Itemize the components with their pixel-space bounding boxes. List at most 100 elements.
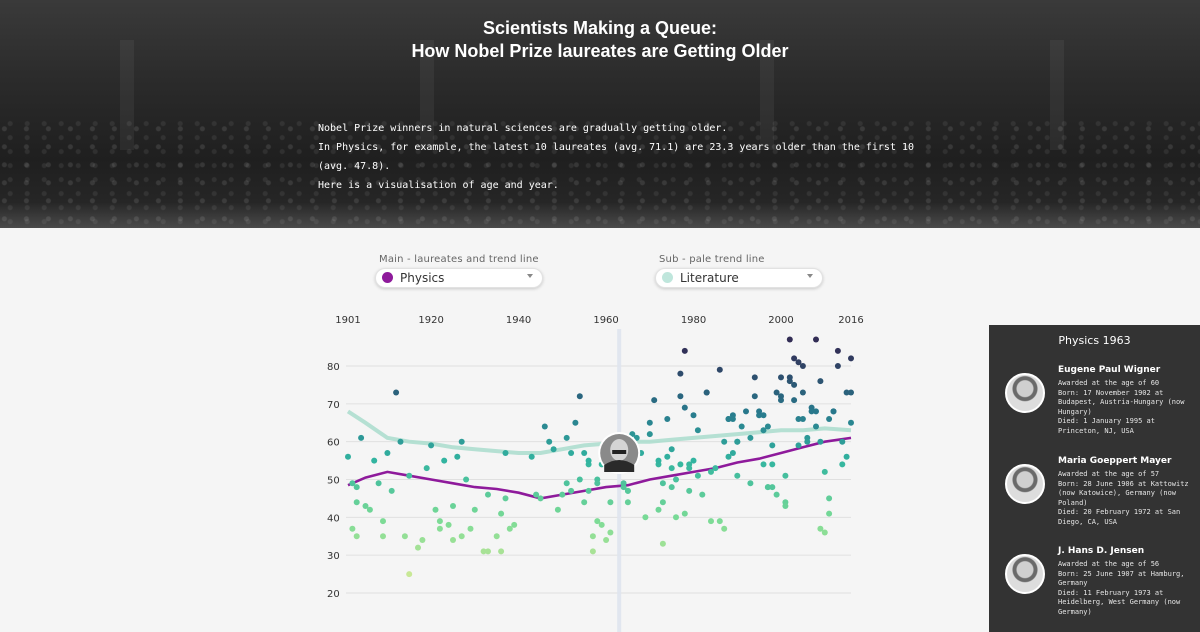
laureate-point[interactable]: [581, 499, 588, 506]
laureate-point[interactable]: [725, 453, 732, 460]
laureate-point[interactable]: [734, 472, 741, 479]
laureate-point[interactable]: [480, 548, 487, 555]
laureate-point[interactable]: [393, 389, 400, 396]
laureate-point[interactable]: [778, 393, 784, 400]
laureate-point[interactable]: [485, 491, 491, 498]
laureate-point[interactable]: [576, 476, 583, 483]
laureate-point[interactable]: [419, 537, 426, 543]
laureate-point[interactable]: [659, 480, 666, 487]
laureate-point[interactable]: [764, 423, 771, 430]
laureate-point[interactable]: [423, 465, 430, 472]
laureate-point[interactable]: [821, 529, 828, 536]
laureate-point[interactable]: [734, 438, 741, 445]
laureate-point[interactable]: [428, 442, 435, 449]
laureate-point[interactable]: [738, 423, 745, 430]
laureate-point[interactable]: [817, 525, 824, 532]
laureate-point[interactable]: [664, 416, 671, 422]
laureate-point[interactable]: [843, 389, 850, 396]
laureate-point[interactable]: [450, 503, 456, 509]
main-category-dropdown[interactable]: Physics: [375, 268, 543, 288]
laureate-point[interactable]: [817, 438, 824, 445]
laureate-point[interactable]: [778, 374, 784, 381]
laureate-point[interactable]: [791, 355, 798, 362]
laureate-point[interactable]: [436, 518, 443, 525]
laureate-point[interactable]: [358, 434, 365, 441]
laureate-point[interactable]: [362, 503, 369, 509]
laureate-point[interactable]: [799, 363, 806, 369]
laureate-point[interactable]: [397, 438, 404, 445]
laureate-point[interactable]: [537, 495, 544, 502]
laureate-point[interactable]: [848, 389, 854, 396]
laureate-point[interactable]: [353, 533, 360, 540]
laureate-point[interactable]: [546, 438, 553, 445]
laureate-point[interactable]: [585, 487, 592, 494]
laureate-point[interactable]: [813, 408, 819, 415]
laureate-point[interactable]: [791, 381, 798, 388]
laureate-point[interactable]: [747, 480, 754, 487]
laureate-point[interactable]: [712, 465, 719, 472]
laureate-point[interactable]: [760, 412, 767, 419]
laureate-point[interactable]: [699, 491, 706, 498]
laureate-point[interactable]: [349, 480, 356, 487]
laureate-point[interactable]: [581, 450, 588, 456]
laureate-point[interactable]: [791, 397, 798, 404]
laureate-point[interactable]: [388, 487, 395, 494]
laureate-point[interactable]: [585, 457, 592, 464]
laureate-point[interactable]: [646, 419, 653, 426]
laureate-point[interactable]: [594, 480, 601, 487]
laureate-point[interactable]: [458, 533, 465, 540]
laureate-point[interactable]: [817, 378, 824, 385]
laureate-point[interactable]: [799, 416, 806, 422]
laureate-point[interactable]: [659, 499, 666, 506]
laureate-point[interactable]: [353, 499, 360, 506]
laureate-point[interactable]: [756, 408, 763, 415]
laureate-point[interactable]: [651, 397, 658, 404]
laureate-point[interactable]: [467, 525, 474, 532]
laureate-point[interactable]: [677, 461, 684, 468]
laureate-point[interactable]: [568, 450, 575, 456]
laureate-point[interactable]: [458, 438, 465, 445]
laureate-point[interactable]: [826, 510, 833, 517]
laureate-point[interactable]: [441, 457, 448, 464]
laureate-point[interactable]: [646, 431, 653, 438]
highlight-year-bar[interactable]: [617, 329, 622, 632]
laureate-point[interactable]: [371, 457, 378, 464]
laureate-point[interactable]: [655, 457, 662, 464]
laureate-point[interactable]: [708, 468, 714, 475]
laureate-point[interactable]: [576, 393, 583, 400]
laureate-point[interactable]: [686, 487, 693, 494]
laureate-point[interactable]: [834, 363, 841, 369]
laureate-point[interactable]: [786, 374, 793, 381]
laureate-point[interactable]: [655, 506, 662, 513]
laureate-point[interactable]: [681, 510, 688, 517]
laureate-point[interactable]: [799, 389, 806, 396]
laureate-point[interactable]: [686, 465, 693, 472]
laureate-point[interactable]: [795, 442, 802, 449]
laureate-point[interactable]: [703, 389, 710, 396]
sub-category-dropdown[interactable]: Literature: [655, 268, 823, 288]
laureate-point[interactable]: [436, 525, 443, 532]
laureate-point[interactable]: [384, 450, 391, 456]
laureate-point[interactable]: [572, 419, 579, 426]
laureate-point[interactable]: [533, 491, 540, 498]
laureate-point[interactable]: [659, 540, 666, 547]
laureate-point[interactable]: [375, 480, 382, 487]
laureate-point[interactable]: [664, 453, 671, 460]
laureate-point[interactable]: [668, 465, 675, 472]
laureate-point[interactable]: [432, 506, 439, 513]
laureate-point[interactable]: [349, 525, 356, 532]
laureate-point[interactable]: [502, 495, 509, 502]
laureate-point[interactable]: [694, 472, 701, 479]
laureate-point[interactable]: [607, 499, 614, 506]
laureate-point[interactable]: [673, 514, 679, 521]
laureate-point[interactable]: [760, 461, 767, 468]
laureate-point[interactable]: [782, 503, 789, 509]
laureate-point[interactable]: [716, 366, 723, 373]
laureate-point[interactable]: [345, 453, 351, 460]
laureate-point[interactable]: [729, 416, 736, 422]
laureate-point[interactable]: [808, 408, 815, 415]
laureate-point[interactable]: [563, 480, 570, 487]
laureate-point[interactable]: [554, 506, 561, 513]
laureate-point[interactable]: [485, 548, 491, 555]
laureate-point[interactable]: [690, 457, 697, 464]
